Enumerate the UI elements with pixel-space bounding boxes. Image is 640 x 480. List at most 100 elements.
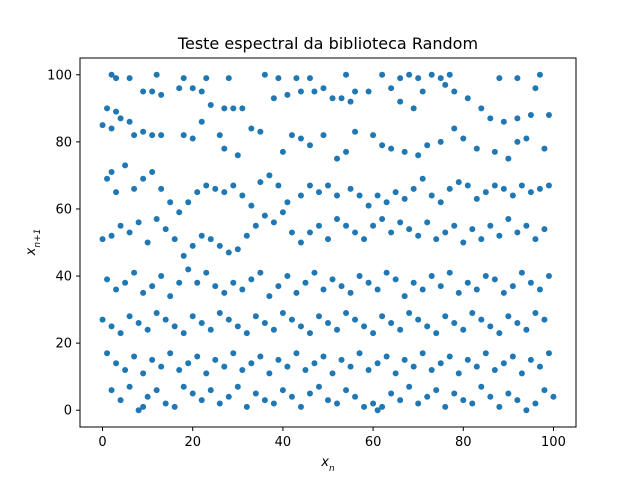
- data-point: [122, 162, 129, 169]
- data-point: [325, 182, 331, 189]
- data-point: [374, 360, 381, 367]
- data-point: [536, 363, 543, 370]
- data-point: [234, 152, 241, 159]
- data-point: [406, 309, 413, 316]
- data-point: [388, 85, 395, 92]
- data-point: [212, 356, 219, 363]
- data-point: [113, 108, 120, 115]
- data-point: [221, 189, 228, 196]
- data-point: [455, 289, 462, 296]
- data-point: [451, 88, 458, 95]
- data-point: [149, 356, 156, 363]
- data-point: [288, 132, 295, 139]
- data-point: [334, 192, 341, 199]
- data-point: [189, 85, 196, 92]
- data-point: [315, 383, 322, 390]
- data-point: [496, 330, 503, 337]
- data-point: [171, 236, 178, 243]
- data-point: [388, 320, 395, 327]
- data-point: [500, 118, 507, 125]
- data-point: [356, 350, 363, 357]
- data-point: [315, 222, 322, 229]
- data-point: [383, 269, 390, 276]
- data-point: [126, 313, 133, 320]
- data-point: [297, 135, 304, 142]
- data-point: [401, 148, 408, 155]
- data-point: [388, 229, 395, 236]
- data-point: [536, 71, 543, 78]
- data-point: [428, 192, 435, 199]
- data-point: [140, 128, 147, 135]
- data-point: [234, 323, 241, 330]
- data-point: [122, 366, 129, 373]
- data-point: [189, 242, 196, 249]
- data-point: [194, 279, 201, 286]
- data-point: [284, 91, 291, 98]
- data-point: [469, 226, 476, 233]
- y-tick-label: 0: [64, 404, 72, 419]
- data-point: [532, 85, 539, 92]
- data-point: [392, 370, 399, 377]
- data-point: [370, 132, 377, 139]
- data-point: [239, 366, 246, 373]
- data-point: [144, 326, 151, 333]
- data-point: [352, 316, 359, 323]
- data-point: [234, 246, 241, 253]
- data-point: [446, 269, 453, 276]
- data-point: [221, 145, 228, 152]
- data-point: [126, 229, 133, 236]
- data-point: [257, 353, 264, 360]
- data-point: [379, 403, 386, 410]
- data-point: [261, 212, 268, 219]
- data-point: [451, 390, 458, 397]
- data-point: [500, 185, 507, 192]
- data-point: [487, 393, 494, 400]
- data-point: [221, 105, 228, 112]
- data-point: [252, 313, 259, 320]
- data-point: [135, 320, 142, 327]
- data-point: [185, 199, 192, 206]
- data-point: [266, 370, 273, 377]
- data-point: [473, 145, 480, 152]
- data-point: [473, 363, 480, 370]
- data-point: [225, 75, 232, 82]
- y-axis-label-subscript: n+1: [33, 229, 43, 248]
- data-point: [460, 326, 467, 333]
- data-point: [198, 118, 205, 125]
- data-point: [203, 182, 210, 189]
- data-point: [225, 393, 232, 400]
- data-point: [306, 390, 313, 397]
- data-point: [135, 407, 142, 414]
- data-point: [379, 313, 386, 320]
- data-point: [162, 316, 169, 323]
- data-point: [334, 400, 341, 407]
- data-point: [122, 279, 129, 286]
- data-point: [158, 363, 165, 370]
- data-point: [311, 360, 318, 367]
- data-point: [279, 309, 286, 316]
- plot-frame: [79, 57, 577, 428]
- data-point: [167, 293, 174, 300]
- data-point: [198, 320, 205, 327]
- data-point: [99, 316, 106, 323]
- data-point: [149, 88, 156, 95]
- data-point: [460, 135, 467, 142]
- data-point: [126, 118, 133, 125]
- data-point: [338, 356, 345, 363]
- data-point: [149, 169, 156, 176]
- data-point: [478, 316, 485, 323]
- y-axis-ticks: 0 20 40 60 80 100: [47, 68, 80, 419]
- data-point: [464, 95, 471, 102]
- data-point: [162, 226, 169, 233]
- data-point: [446, 71, 453, 78]
- data-point: [117, 330, 124, 337]
- data-point: [487, 115, 494, 122]
- data-point: [113, 75, 120, 82]
- data-point: [361, 323, 368, 330]
- data-point: [487, 323, 494, 330]
- data-point: [437, 75, 444, 82]
- data-point: [158, 132, 165, 139]
- data-point: [176, 209, 183, 216]
- data-point: [221, 363, 228, 370]
